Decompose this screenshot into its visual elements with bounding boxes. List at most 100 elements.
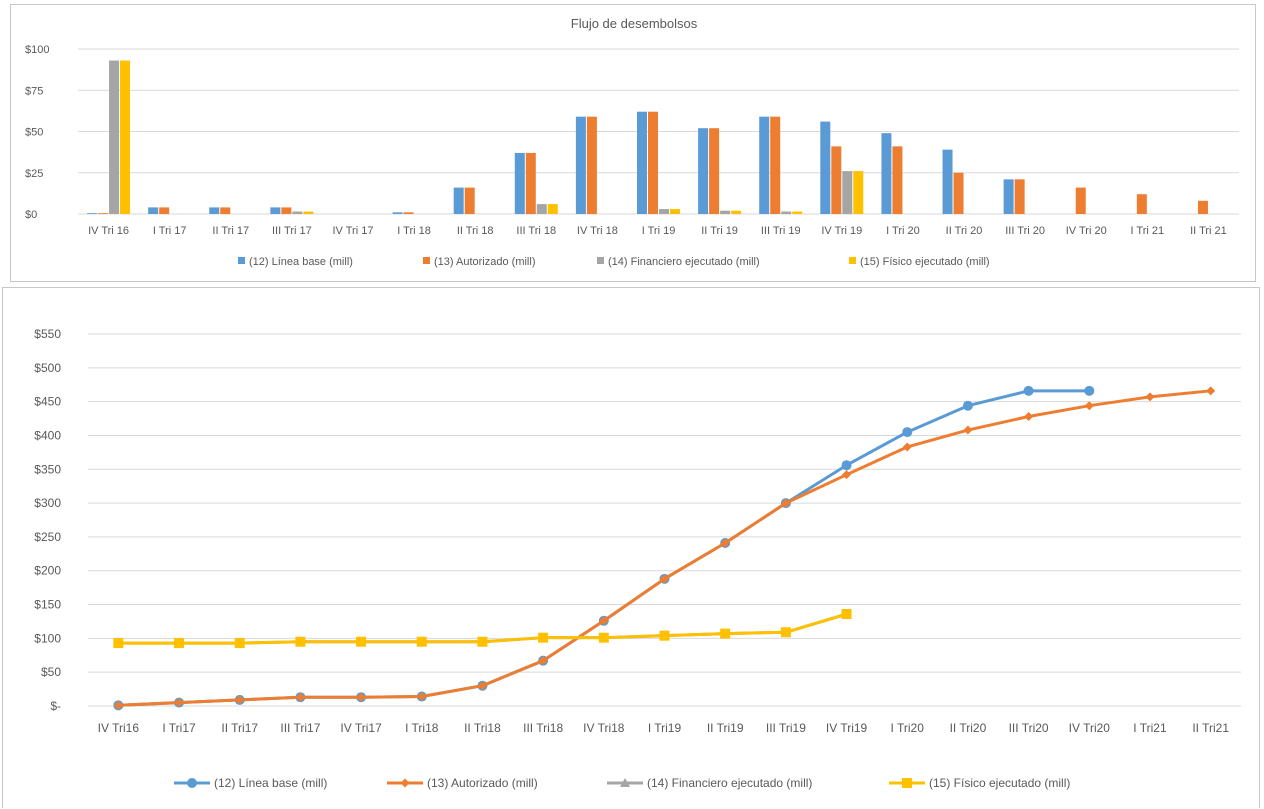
- x-tick-label: I Tri 19: [642, 225, 676, 237]
- data-point: [477, 681, 487, 691]
- bar: [514, 152, 525, 214]
- bar: [303, 211, 314, 214]
- bar: [1075, 187, 1086, 214]
- bar-chart: Flujo de desembolsos $0 $25 $50 $75 $100 IV Tr…: [25, 16, 1239, 268]
- bar: [892, 146, 903, 214]
- x-tick-label: I Tri 21: [1131, 225, 1165, 237]
- x-tick-label: IV Tri16: [98, 721, 140, 735]
- data-point: [1023, 385, 1034, 396]
- data-point: [659, 630, 670, 641]
- data-point: [416, 636, 427, 647]
- x-tick-label: I Tri 20: [886, 225, 920, 237]
- x-tick-label: I Tri 17: [153, 225, 187, 237]
- bar: [464, 187, 475, 214]
- bar: [120, 60, 131, 214]
- x-tick-label: II Tri19: [707, 721, 744, 735]
- legend-label: (14) Financiero ejecutado (mill): [608, 256, 760, 268]
- bar-chart-panel: Flujo de desembolsos $0 $25 $50 $75 $100 IV Tr…: [10, 4, 1256, 282]
- x-tick-label: III Tri 20: [1005, 225, 1045, 237]
- x-tick-label: IV Tri 18: [577, 225, 618, 237]
- series-line: [118, 389, 1211, 707]
- bar: [820, 121, 831, 214]
- data-point: [113, 700, 123, 710]
- bar: [1136, 194, 1147, 214]
- data-point: [1024, 412, 1034, 422]
- legend-label: (13) Autorizado (mill): [434, 256, 535, 268]
- x-tick-label: II Tri 21: [1190, 225, 1227, 237]
- legend-label: (15) Físico ejecutado (mill): [929, 776, 1070, 790]
- bar: [770, 116, 781, 214]
- bar: [781, 211, 792, 214]
- bar: [881, 133, 892, 214]
- y-tick-label: $350: [34, 462, 61, 476]
- y-tick-label: $-: [50, 699, 61, 713]
- data-point: [902, 778, 912, 788]
- data-point: [780, 627, 791, 638]
- data-point: [1206, 386, 1216, 396]
- x-tick-label: III Tri 17: [272, 225, 312, 237]
- x-tick-label: III Tri17: [280, 721, 320, 735]
- bar: [209, 207, 220, 214]
- data-point: [781, 498, 791, 508]
- x-tick-label: II Tri18: [464, 721, 501, 735]
- data-point: [477, 636, 488, 647]
- x-tick-label: III Tri19: [766, 721, 806, 735]
- bar: [403, 212, 414, 214]
- bar: [648, 111, 658, 214]
- data-point: [1145, 392, 1155, 402]
- bar: [292, 211, 303, 214]
- legend-label: (15) Físico ejecutado (mill): [860, 256, 990, 268]
- bar: [98, 213, 109, 214]
- data-point: [1084, 401, 1094, 411]
- y-tick-label: $100: [25, 44, 49, 56]
- data-point: [841, 609, 852, 620]
- bar: [659, 209, 669, 214]
- x-tick-label: III Tri 19: [761, 225, 801, 237]
- legend-label: (12) Línea base (mill): [249, 256, 353, 268]
- data-point: [538, 632, 549, 643]
- data-point: [841, 460, 852, 471]
- y-tick-label: $75: [25, 85, 43, 97]
- data-point: [842, 470, 852, 480]
- data-point: [620, 778, 630, 787]
- y-tick-label: $0: [25, 209, 37, 221]
- bar: [731, 210, 742, 214]
- x-tick-label: I Tri19: [648, 721, 682, 735]
- x-tick-label: IV Tri20: [1069, 721, 1111, 735]
- bar: [392, 212, 403, 214]
- data-point: [963, 425, 973, 435]
- bar: [453, 187, 464, 214]
- bar: [670, 209, 680, 214]
- bar: [842, 171, 853, 214]
- bar: [953, 172, 964, 214]
- data-point: [720, 628, 731, 639]
- x-tick-label: I Tri17: [162, 721, 196, 735]
- x-tick-label: II Tri 20: [946, 225, 983, 237]
- bar: [792, 211, 803, 214]
- x-tick-label: IV Tri19: [826, 721, 868, 735]
- bar: [220, 207, 231, 214]
- chart-title: Flujo de desembolsos: [571, 16, 698, 31]
- legend-swatch: [597, 257, 604, 264]
- x-tick-label: II Tri 17: [212, 225, 249, 237]
- data-point: [598, 632, 609, 643]
- y-tick-label: $450: [34, 395, 61, 409]
- line-chart-panel: $- $50 $100 $150 $200 $250 $300 $350 $400 $450 $50…: [2, 287, 1260, 808]
- y-tick-label: $200: [34, 564, 61, 578]
- bar: [637, 111, 647, 214]
- data-point: [174, 698, 184, 708]
- y-tick-label: $50: [25, 127, 43, 139]
- data-point: [660, 574, 669, 584]
- data-point: [962, 400, 973, 411]
- bar: [720, 210, 731, 214]
- y-tick-label: $150: [34, 598, 61, 612]
- x-tick-label: III Tri 18: [516, 225, 556, 237]
- data-point: [187, 778, 197, 788]
- data-point: [902, 442, 912, 452]
- y-tick-label: $100: [34, 631, 61, 645]
- legend-swatch: [849, 257, 856, 264]
- y-tick-label: $250: [34, 530, 61, 544]
- x-tick-label: I Tri 18: [397, 225, 431, 237]
- x-tick-label: I Tri18: [405, 721, 439, 735]
- x-tick-label: II Tri20: [950, 721, 987, 735]
